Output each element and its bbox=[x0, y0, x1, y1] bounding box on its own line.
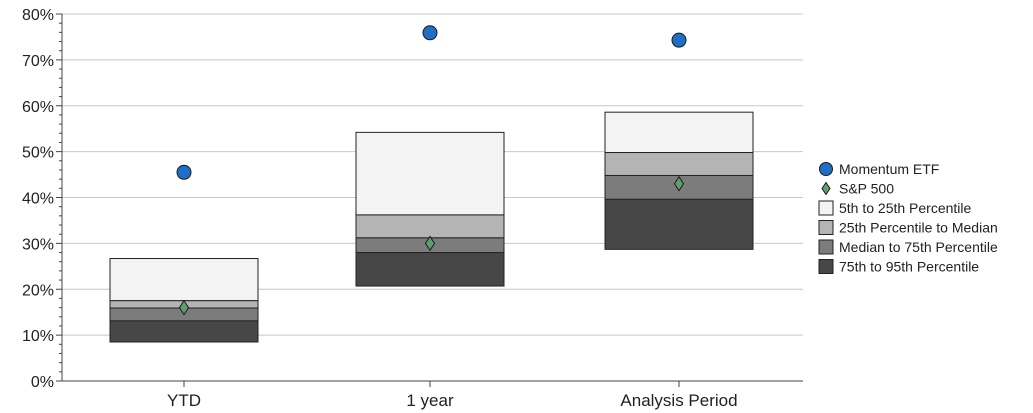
percentile-band bbox=[604, 198, 754, 250]
y-tick-label: 50% bbox=[22, 145, 54, 162]
data-markers bbox=[176, 25, 687, 316]
percentile-band bbox=[109, 320, 259, 343]
percentile-band bbox=[355, 131, 505, 216]
legend-band-swatch bbox=[818, 200, 834, 216]
x-category-label: YTD bbox=[167, 391, 201, 410]
sp500-point bbox=[424, 235, 436, 252]
y-tick-label: 10% bbox=[22, 328, 54, 345]
legend-circle-swatch bbox=[819, 162, 833, 176]
legend-band-swatch bbox=[818, 220, 834, 235]
axes: 0% 10% 20% 30% 40% 50% 60% 70% 80% YTD 1 year Analy… bbox=[22, 7, 803, 410]
legend-label: Median to 75th Percentile bbox=[839, 239, 998, 255]
y-tick-label: 40% bbox=[22, 191, 54, 208]
legend-label: 75th to 95th Percentile bbox=[839, 259, 979, 275]
percentile-band bbox=[355, 214, 505, 239]
momentum-etf-point bbox=[422, 25, 438, 41]
legend-label: 25th Percentile to Median bbox=[839, 220, 998, 236]
legend-diamond-swatch bbox=[821, 181, 831, 196]
legend: Momentum ETF S&P 500 5th to 25th Percentil… bbox=[818, 161, 998, 275]
y-tick-label: 70% bbox=[22, 53, 54, 70]
percentile-band bbox=[109, 258, 259, 302]
percentile-band bbox=[355, 252, 505, 287]
legend-band-swatch bbox=[818, 239, 834, 255]
momentum-etf-point bbox=[671, 32, 687, 48]
y-tick-label: 80% bbox=[22, 7, 54, 24]
legend-label: Momentum ETF bbox=[839, 161, 939, 177]
momentum-etf-point bbox=[176, 164, 192, 180]
legend-label: S&P 500 bbox=[839, 181, 894, 197]
sp500-point bbox=[178, 299, 190, 316]
percentile-bands bbox=[109, 111, 754, 343]
percentile-band bbox=[604, 152, 754, 176]
legend-band-swatch bbox=[818, 259, 834, 274]
legend-label: 5th to 25th Percentile bbox=[839, 200, 972, 216]
x-category-label: 1 year bbox=[406, 391, 454, 410]
x-category-label: Analysis Period bbox=[620, 391, 737, 410]
y-tick-label: 30% bbox=[22, 236, 54, 253]
y-tick-label: 20% bbox=[22, 282, 54, 299]
percentile-band bbox=[604, 111, 754, 154]
y-tick-label: 60% bbox=[22, 99, 54, 116]
sp500-point bbox=[673, 175, 685, 192]
y-tick-label: 0% bbox=[31, 374, 54, 391]
